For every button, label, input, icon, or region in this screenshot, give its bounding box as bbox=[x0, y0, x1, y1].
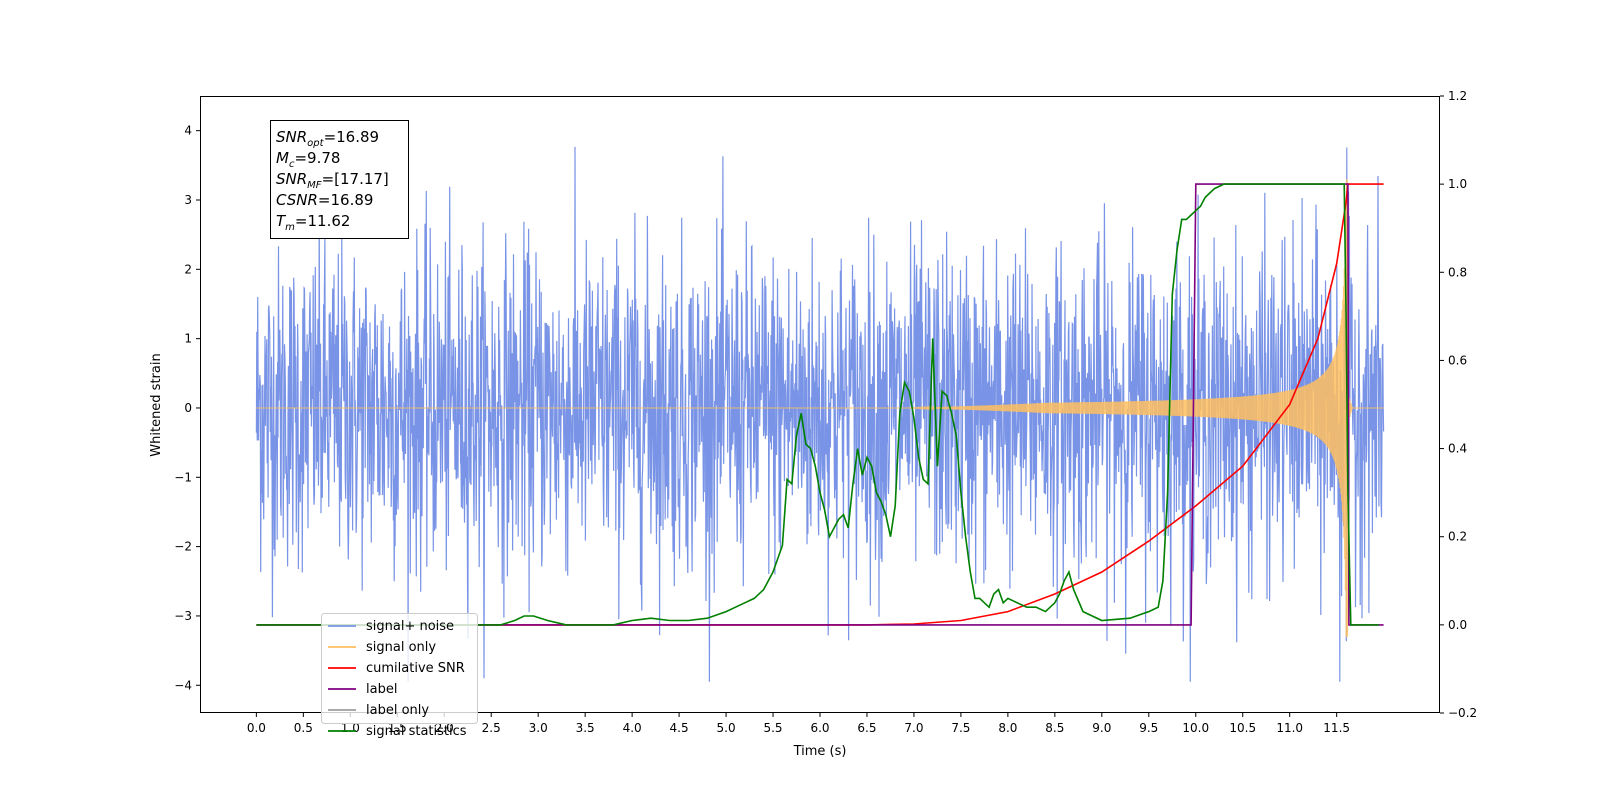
plot-frame bbox=[200, 96, 1440, 713]
info-box-line: Tm=11.62 bbox=[276, 212, 350, 233]
y-tick-label: 1 bbox=[184, 332, 192, 346]
legend-label: cumilative SNR bbox=[366, 661, 465, 676]
y-right-tick-label: 0.0 bbox=[1448, 618, 1467, 632]
series-signal-statistics-line bbox=[256, 183, 1379, 626]
y-tick-label: −1 bbox=[174, 470, 192, 484]
legend-label: label bbox=[366, 682, 397, 697]
y-axis-label: Whitened strain bbox=[149, 353, 164, 456]
x-tick-label: 7.0 bbox=[904, 721, 923, 735]
legend-label: signal only bbox=[366, 640, 436, 655]
y-tick-label: 0 bbox=[184, 401, 192, 415]
x-tick-label: 9.0 bbox=[1092, 721, 1111, 735]
x-axis-label: Time (s) bbox=[793, 744, 847, 759]
x-tick-label: 11.0 bbox=[1276, 721, 1303, 735]
x-tick-label: 3.5 bbox=[576, 721, 595, 735]
y-right-tick-label: 0.4 bbox=[1448, 442, 1467, 456]
y-tick-label: −3 bbox=[174, 609, 192, 623]
x-tick-label: 5.0 bbox=[717, 721, 736, 735]
y-tick-label: 3 bbox=[184, 193, 192, 207]
y-tick-label: 4 bbox=[184, 124, 192, 138]
legend-label: signal+ noise bbox=[366, 619, 454, 634]
x-tick-label: 5.5 bbox=[763, 721, 782, 735]
x-tick-label: 8.0 bbox=[998, 721, 1017, 735]
y-right-tick-label: 1.0 bbox=[1448, 177, 1467, 191]
legend: signal+ noise signal only cumilative SNR la… bbox=[321, 613, 478, 739]
info-box-line: Mc=9.78 bbox=[276, 149, 340, 170]
x-tick-label: 6.5 bbox=[857, 721, 876, 735]
x-tick-label: 3.0 bbox=[529, 721, 548, 735]
x-tick-label: 11.5 bbox=[1323, 721, 1350, 735]
x-tick-label: 2.5 bbox=[482, 721, 501, 735]
x-tick-label: 10.0 bbox=[1182, 721, 1209, 735]
plot-series bbox=[255, 146, 1385, 682]
y-right-tick-label: 0.8 bbox=[1448, 265, 1467, 279]
y-right-tick-label: −0.2 bbox=[1448, 706, 1477, 720]
info-box-frame bbox=[270, 120, 409, 239]
series-cumilative-snr-line bbox=[256, 183, 1384, 626]
y-axis-right: 1.2 1.0 0.8 0.6 0.4 0.2 0.0 −0.2 bbox=[1440, 89, 1477, 720]
x-tick-label: 7.5 bbox=[951, 721, 970, 735]
info-box: SNRopt=16.89Mc=9.78SNRMF=[17.17]CSNR=16.… bbox=[270, 120, 409, 239]
y-right-tick-label: 0.6 bbox=[1448, 353, 1467, 367]
x-tick-label: 9.5 bbox=[1139, 721, 1158, 735]
x-tick-label: 4.0 bbox=[623, 721, 642, 735]
x-tick-label: 10.5 bbox=[1229, 721, 1256, 735]
x-tick-label: 2.0 bbox=[435, 721, 454, 735]
x-tick-label: 1.5 bbox=[388, 721, 407, 735]
y-tick-label: 2 bbox=[184, 262, 192, 276]
y-tick-label: −4 bbox=[174, 678, 192, 692]
x-tick-label: 6.0 bbox=[810, 721, 829, 735]
x-tick-label: 4.5 bbox=[670, 721, 689, 735]
series-signal-only-line bbox=[256, 179, 1384, 637]
legend-frame bbox=[321, 613, 478, 724]
y-right-tick-label: 1.2 bbox=[1448, 89, 1467, 103]
x-tick-label: 0.0 bbox=[247, 721, 266, 735]
info-box-line: SNRopt=16.89 bbox=[276, 128, 379, 149]
info-box-line: SNRMF=[17.17] bbox=[276, 170, 389, 191]
y-right-tick-label: 0.2 bbox=[1448, 530, 1467, 544]
x-tick-label: 0.5 bbox=[294, 721, 313, 735]
legend-label: signal statistics bbox=[366, 724, 467, 739]
y-axis-left: 4 3 2 1 0 −1 −2 −3 −4 bbox=[174, 124, 200, 692]
info-box-line: CSNR=16.89 bbox=[276, 191, 373, 209]
legend-label: label only bbox=[366, 703, 429, 718]
x-tick-label: 8.5 bbox=[1045, 721, 1064, 735]
series-signal-noise-line bbox=[255, 146, 1385, 682]
y-tick-label: −2 bbox=[174, 540, 192, 554]
